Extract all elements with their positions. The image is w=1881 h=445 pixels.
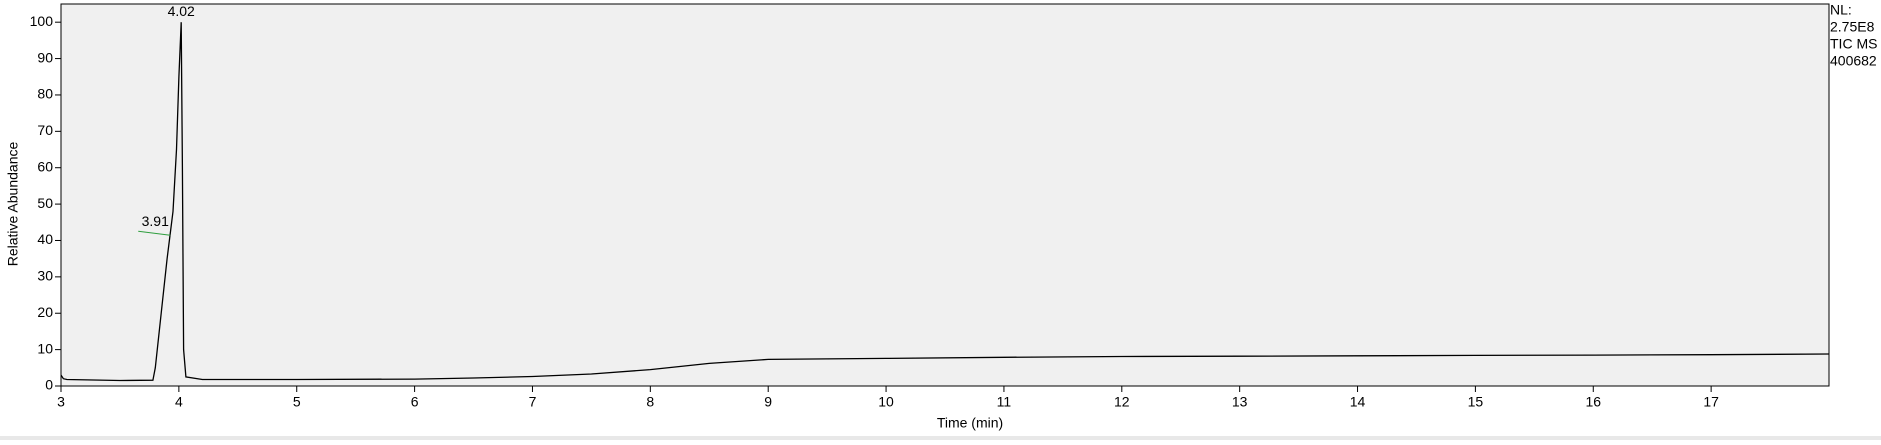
x-tick-label: 15 <box>1468 394 1484 410</box>
x-tick-label: 4 <box>175 394 183 410</box>
y-tick-label: 100 <box>30 13 54 29</box>
x-tick-label: 16 <box>1585 394 1601 410</box>
peak-label: 3.91 <box>142 213 169 229</box>
y-tick-label: 20 <box>37 304 53 320</box>
y-tick-label: 60 <box>37 158 53 174</box>
x-tick-label: 3 <box>57 394 65 410</box>
y-tick-label: 80 <box>37 86 53 102</box>
x-tick-label: 10 <box>878 394 894 410</box>
peak-label: 4.02 <box>168 3 195 19</box>
y-tick-label: 90 <box>37 49 53 65</box>
footer-strip <box>0 436 1881 440</box>
y-tick-label: 70 <box>37 122 53 138</box>
info-label: TIC MS <box>1830 36 1877 52</box>
y-tick-label: 10 <box>37 340 53 356</box>
x-axis-label: Time (min) <box>937 415 1003 431</box>
y-tick-label: 40 <box>37 231 53 247</box>
y-axis-label: Relative Abundance <box>5 142 21 267</box>
x-tick-label: 7 <box>529 394 537 410</box>
x-tick-label: 6 <box>411 394 419 410</box>
peak-leader <box>138 230 171 236</box>
x-tick-label: 17 <box>1703 394 1719 410</box>
y-tick-label: 30 <box>37 268 53 284</box>
x-tick-label: 11 <box>997 394 1012 410</box>
x-tick-label: 5 <box>293 394 301 410</box>
x-tick-label: 9 <box>764 394 772 410</box>
trace-line <box>60 22 1830 382</box>
plot-area <box>60 3 1830 387</box>
info-label: 2.75E8 <box>1830 19 1875 35</box>
x-tick-label: 14 <box>1350 394 1366 410</box>
y-tick-label: 50 <box>37 195 53 211</box>
x-tick-label: 13 <box>1232 394 1248 410</box>
x-tick-label: 12 <box>1114 394 1130 410</box>
y-tick-label: 0 <box>45 377 53 393</box>
x-tick-label: 8 <box>646 394 654 410</box>
info-label: 400682 <box>1830 53 1877 69</box>
info-label: NL: <box>1830 2 1852 18</box>
